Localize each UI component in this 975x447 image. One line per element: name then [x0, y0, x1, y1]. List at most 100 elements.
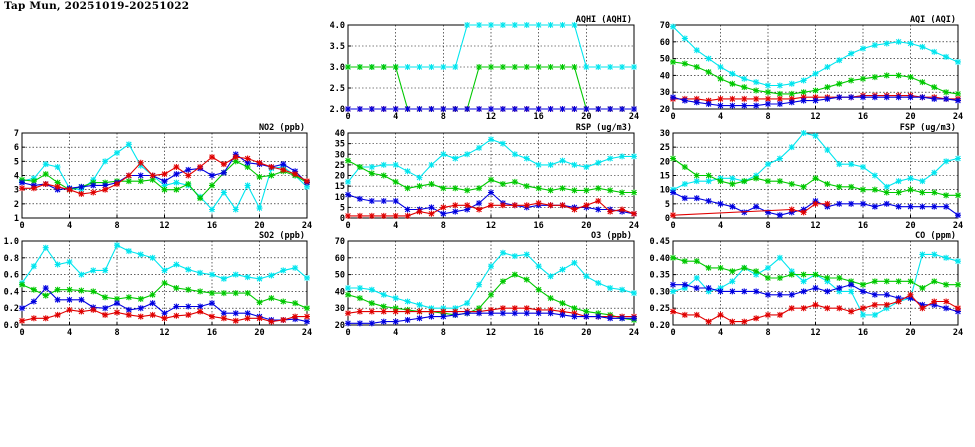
y-tick-label: 0: [340, 214, 345, 224]
data-point: [607, 155, 614, 162]
data-point: [416, 301, 423, 308]
data-point: [244, 164, 251, 170]
series-cyan: [19, 242, 310, 286]
data-point: [883, 94, 890, 101]
data-point: [547, 161, 554, 168]
data-point: [232, 158, 239, 165]
data-point: [717, 311, 724, 318]
data-point: [919, 79, 926, 86]
data-point: [368, 198, 375, 204]
data-point: [729, 70, 736, 77]
data-point: [812, 87, 819, 94]
data-point: [943, 203, 950, 210]
y-tick-label: 70: [335, 237, 345, 247]
data-point: [452, 202, 459, 209]
data-point: [66, 286, 73, 293]
chart-title: O3 (ppb): [591, 231, 632, 241]
data-point: [681, 258, 688, 265]
data-point: [345, 157, 351, 164]
data-point: [452, 106, 459, 112]
data-point: [345, 106, 351, 112]
data-point: [788, 206, 795, 213]
data-point: [476, 281, 483, 288]
data-point: [776, 155, 783, 162]
y-tick-label: 60: [335, 254, 345, 264]
data-point: [232, 206, 239, 213]
data-point: [705, 178, 712, 185]
data-point: [256, 299, 263, 306]
data-point: [765, 82, 771, 89]
data-point: [173, 164, 180, 170]
data-point: [670, 58, 676, 65]
data-point: [583, 164, 590, 170]
x-tick-label: 16: [858, 112, 868, 122]
data-point: [547, 202, 554, 209]
data-point: [871, 203, 878, 210]
data-point: [428, 305, 435, 312]
data-point: [114, 181, 120, 187]
data-point: [368, 286, 375, 293]
data-point: [102, 294, 109, 301]
data-point: [571, 310, 578, 317]
data-point: [753, 87, 760, 94]
data-point: [54, 286, 61, 293]
data-point: [741, 318, 748, 325]
data-point: [765, 161, 771, 168]
data-point: [943, 305, 950, 312]
data-point: [499, 22, 506, 28]
data-point: [209, 290, 215, 297]
chart-title: AQI (AQI): [910, 15, 956, 25]
data-point: [54, 311, 61, 318]
data-point: [232, 310, 239, 317]
data-point: [78, 183, 85, 190]
data-point: [907, 203, 914, 210]
data-point: [860, 164, 866, 170]
data-point: [19, 179, 25, 186]
x-tick-label: 8: [441, 221, 446, 231]
data-point: [244, 159, 251, 166]
data-point: [368, 170, 375, 177]
chart-title: CO (ppm): [915, 231, 956, 241]
data-point: [114, 149, 120, 156]
data-point: [440, 106, 447, 112]
data-point: [583, 106, 590, 112]
y-tick-label: 1.0: [4, 237, 19, 247]
data-point: [90, 182, 97, 189]
data-point: [161, 186, 168, 193]
data-point: [42, 181, 49, 187]
x-tick-label: 4: [67, 221, 72, 231]
data-point: [523, 22, 530, 28]
data-point: [776, 90, 783, 97]
series-green: [19, 280, 310, 312]
series-red: [19, 306, 310, 325]
chart-title: FSP (ug/m3): [900, 123, 956, 133]
data-point: [753, 102, 760, 109]
data-point: [931, 203, 938, 210]
x-tick-label: 20: [905, 221, 915, 231]
data-point: [404, 106, 411, 112]
data-point: [149, 172, 156, 179]
data-point: [800, 97, 807, 104]
data-point: [54, 296, 61, 303]
y-tick-label: 0: [665, 214, 670, 224]
data-point: [547, 106, 554, 112]
data-point: [670, 254, 676, 261]
y-tick-label: 40: [335, 287, 345, 297]
series-blue: [345, 310, 637, 327]
data-point: [907, 40, 914, 47]
data-point: [137, 295, 144, 302]
y-tick-label: 2.0: [330, 105, 345, 115]
data-point: [244, 310, 251, 317]
data-point: [380, 198, 387, 204]
data-point: [812, 301, 819, 308]
x-tick-label: 0: [19, 221, 24, 231]
data-point: [741, 209, 748, 216]
data-point: [173, 261, 180, 268]
data-point: [788, 271, 795, 278]
data-point: [476, 64, 483, 70]
data-point: [955, 192, 961, 199]
y-tick-label: 2.5: [330, 84, 345, 94]
data-point: [619, 153, 626, 160]
data-point: [499, 202, 506, 209]
series-cyan: [345, 136, 637, 185]
